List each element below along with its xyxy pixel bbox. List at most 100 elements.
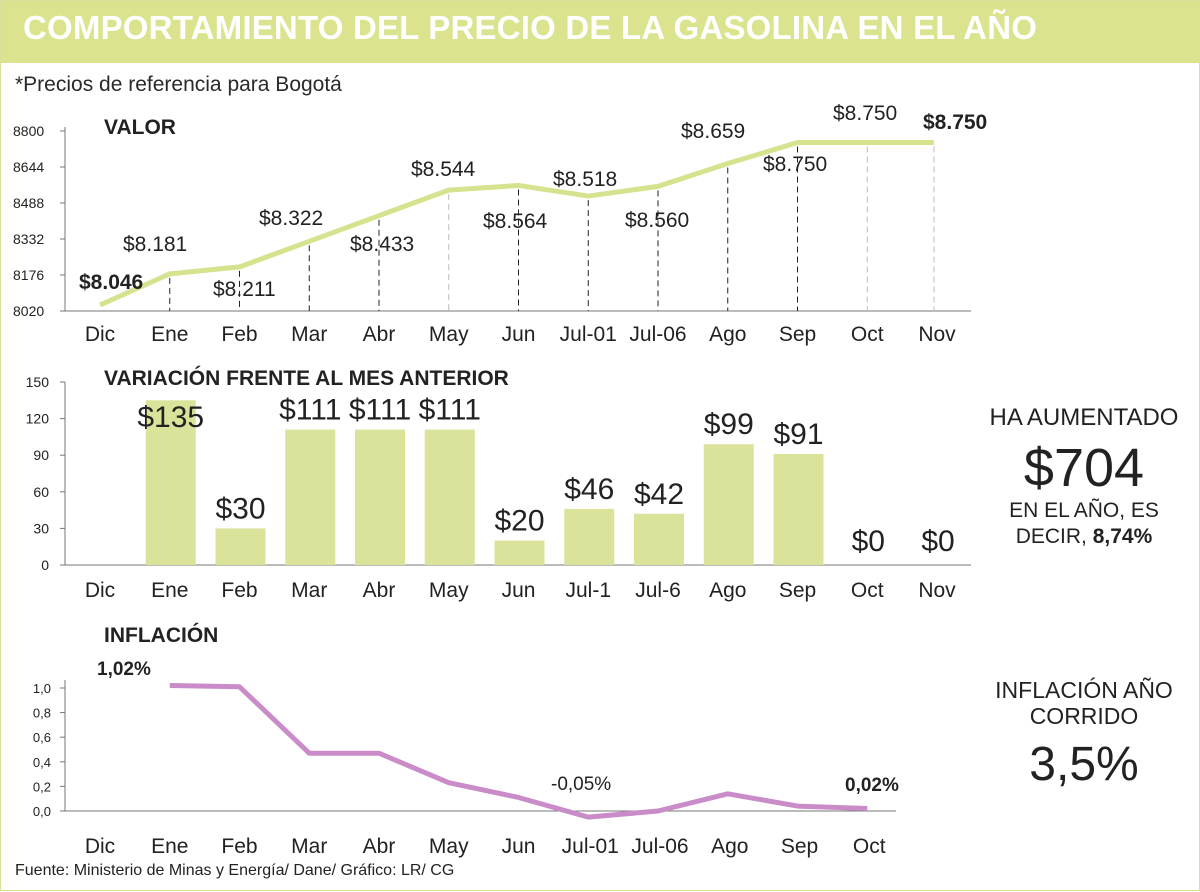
variation-bar <box>145 400 196 565</box>
variation-data-label: $42 <box>634 478 684 511</box>
inflation-x-tick-label: Mar <box>291 835 327 858</box>
valor-data-label: $8.211 <box>213 278 276 301</box>
valor-x-tick-label: Jul-06 <box>629 323 686 346</box>
inflation-y-tick-label: 0,0 <box>33 804 51 819</box>
inflation-x-tick-label: Oct <box>853 835 886 858</box>
variation-bar <box>215 528 266 565</box>
variation-bar <box>424 429 475 565</box>
valor-y-tick-label: 8176 <box>13 267 44 283</box>
inflation-data-label: 1,02% <box>97 659 151 680</box>
variation-x-tick-label: Sep <box>779 579 816 602</box>
inflation-y-tick-label: 0,2 <box>33 779 51 794</box>
inflation-y-tick-label: 0,6 <box>33 730 51 745</box>
valor-x-tick-label: Ene <box>151 323 188 346</box>
increase-amount: $704 <box>1023 438 1145 498</box>
variation-data-label: $0 <box>852 525 885 558</box>
inflation-x-tick-label: Dic <box>85 835 115 858</box>
valor-x-tick-label: Feb <box>221 323 257 346</box>
valor-data-label: $8.750 <box>923 111 987 134</box>
variation-data-label: $0 <box>921 525 954 558</box>
valor-chart-title: VALOR <box>104 116 176 139</box>
valor-x-tick-label: Jul-01 <box>560 323 617 346</box>
valor-data-label: $8.518 <box>553 168 617 191</box>
inflation-y-tick-label: 0,4 <box>33 755 51 770</box>
valor-x-tick-label: Nov <box>918 323 956 346</box>
valor-data-label: $8.560 <box>625 209 689 232</box>
variation-bar <box>773 453 824 565</box>
valor-y-tick-label: 8800 <box>13 123 44 139</box>
inflation-summary: INFLACIÓN AÑO CORRIDO 3,5% <box>979 677 1189 792</box>
valor-x-tick-label: Ago <box>709 323 746 346</box>
valor-x-tick-label: Abr <box>363 323 396 346</box>
variation-data-label: $20 <box>494 505 544 538</box>
valor-data-label: $8.659 <box>681 120 745 143</box>
variation-x-tick-label: Abr <box>363 579 396 602</box>
valor-y-tick-label: 8488 <box>13 195 44 211</box>
variation-chart-title: VARIACIÓN FRENTE AL MES ANTERIOR <box>104 366 509 390</box>
valor-data-label: $8.544 <box>411 158 476 181</box>
inflation-chart-title: INFLACIÓN <box>104 623 218 647</box>
title-banner <box>1 1 1200 63</box>
variation-data-label: $111 <box>279 394 341 427</box>
subtitle: *Precios de referencia para Bogotá <box>15 73 342 96</box>
variation-x-tick-label: Jul-1 <box>565 579 611 602</box>
variation-data-label: $91 <box>773 418 823 451</box>
variation-y-tick-label: 30 <box>33 520 49 536</box>
valor-y-tick-label: 8644 <box>13 159 44 175</box>
valor-x-tick-label: Oct <box>851 323 884 346</box>
variation-y-tick-label: 90 <box>33 447 49 463</box>
variation-x-tick-label: Nov <box>918 579 956 602</box>
variation-y-tick-label: 60 <box>33 484 49 500</box>
variation-x-tick-label: Ene <box>151 579 188 602</box>
variation-y-tick-label: 120 <box>26 411 50 427</box>
valor-x-tick-label: Mar <box>291 323 327 346</box>
valor-data-label: $8.046 <box>79 271 143 294</box>
inflation-series-line <box>169 683 868 820</box>
valor-data-label: $8.750 <box>833 102 897 125</box>
valor-x-tick-label: Sep <box>779 323 816 346</box>
inflation-x-tick-label: Jul-06 <box>631 835 688 858</box>
valor-data-label: $8.181 <box>123 233 187 256</box>
increase-percent: 8,74% <box>1092 525 1153 548</box>
valor-x-tick-label: Dic <box>85 323 115 346</box>
page-title: COMPORTAMIENTO DEL PRECIO DE LA GASOLINA… <box>23 9 1038 46</box>
inflation-value: 3,5% <box>1029 738 1139 791</box>
variation-y-tick-label: 150 <box>26 374 50 390</box>
inflation-y-tick-label: 0,8 <box>33 706 51 721</box>
valor-series-line <box>98 140 934 308</box>
inflation-x-tick-label: Ago <box>711 835 748 858</box>
inflation-line1: INFLACIÓN AÑO <box>995 677 1173 703</box>
inflation-x-tick-label: Abr <box>363 835 396 858</box>
variation-bar <box>285 429 336 565</box>
variation-bar <box>355 429 405 565</box>
source-note: Fuente: Ministerio de Minas y Energía/ D… <box>15 862 455 879</box>
inflation-x-tick-label: Jun <box>502 835 536 858</box>
valor-x-tick-label: May <box>429 323 469 346</box>
variation-bar <box>634 513 684 565</box>
variation-x-tick-label: Mar <box>291 579 327 602</box>
valor-data-label: $8.750 <box>763 153 827 176</box>
variation-x-tick-label: Ago <box>709 579 746 602</box>
valor-data-label: $8.433 <box>350 233 414 256</box>
valor-y-tick-label: 8332 <box>13 231 44 247</box>
variation-data-label: $135 <box>137 401 204 434</box>
valor-x-tick-label: Jun <box>502 323 536 346</box>
variation-bar <box>494 540 545 565</box>
variation-data-label: $111 <box>419 394 481 427</box>
valor-y-tick-label: 8020 <box>13 303 44 319</box>
inflation-x-tick-label: May <box>429 835 469 858</box>
variation-data-label: $46 <box>564 473 614 506</box>
increase-line1: HA AUMENTADO <box>989 404 1179 431</box>
variation-bar <box>564 508 615 565</box>
variation-x-tick-label: Dic <box>85 579 115 602</box>
increase-line2: EN EL AÑO, ES <box>1009 499 1159 522</box>
inflation-line2: CORRIDO <box>1029 703 1139 729</box>
variation-data-label: $30 <box>215 492 265 525</box>
variation-x-tick-label: Jul-6 <box>635 579 681 602</box>
valor-data-label: $8.322 <box>259 207 323 230</box>
increase-summary: HA AUMENTADO $704 EN EL AÑO, ES DECIR, 8… <box>979 404 1189 550</box>
inflation-y-tick-label: 1,0 <box>33 681 51 696</box>
variation-x-tick-label: Jun <box>502 579 536 602</box>
